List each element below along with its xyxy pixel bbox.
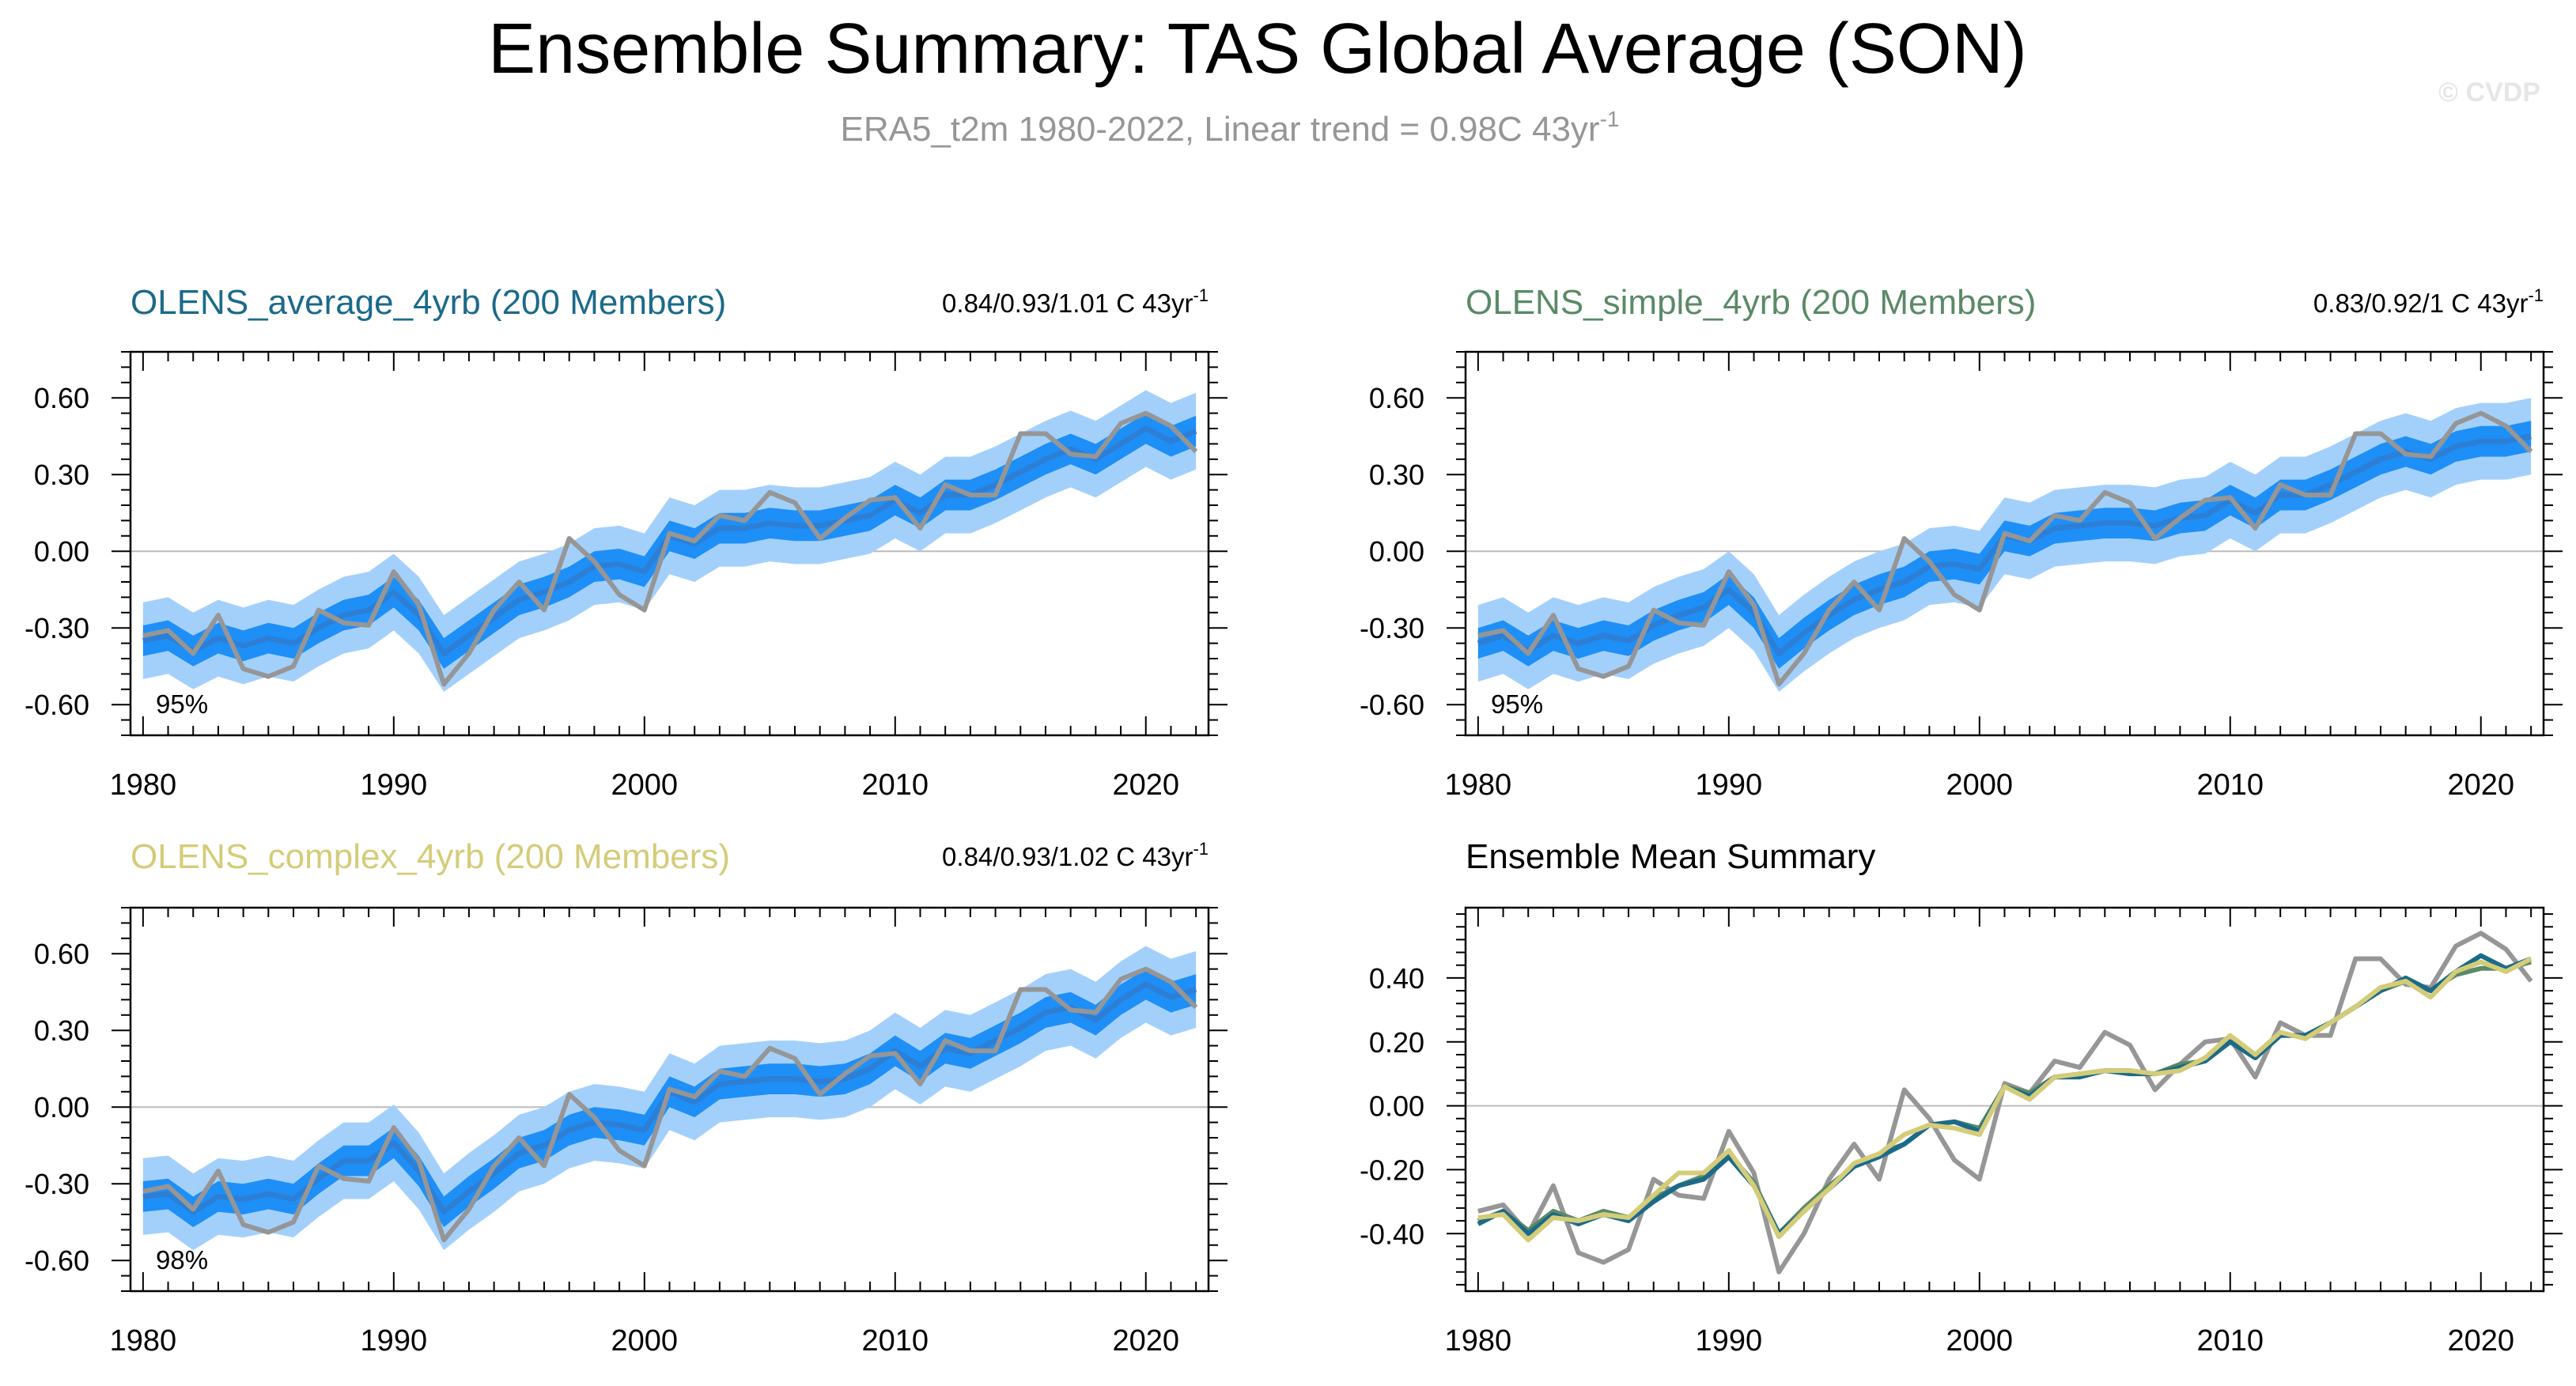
trend-value: 0.84/0.93/1.02 C 43yr — [942, 842, 1193, 871]
x-tick-label: 1980 — [1445, 1324, 1512, 1358]
x-tick-label: 1990 — [361, 769, 428, 802]
panel-title: OLENS_average_4yrb (200 Members) — [131, 283, 726, 322]
y-tick-label: -0.60 — [25, 689, 89, 721]
panel-olens-complex: 1980 1990 2000 2010 2020 -0.60 -0.30 0.00 0.30 0.… — [25, 837, 1227, 1358]
y-tick-label: 0.60 — [34, 938, 89, 970]
plot-area — [131, 390, 1209, 693]
x-tick-label: 2010 — [2197, 769, 2264, 802]
x-tick-label: 2000 — [1946, 1324, 2014, 1358]
trend-value: 0.83/0.92/1 C 43yr — [2313, 289, 2529, 318]
trend-sup: -1 — [1193, 285, 1209, 305]
trend-sup: -1 — [1193, 839, 1209, 859]
x-tick-label: 2000 — [611, 769, 679, 802]
y-tick-label: -0.20 — [1360, 1154, 1424, 1186]
y-tick-label: 0.00 — [34, 1091, 89, 1124]
y-tick-label: -0.30 — [25, 1168, 89, 1200]
x-tick-label: 2010 — [2197, 1324, 2264, 1358]
x-tick-label: 1990 — [361, 1324, 428, 1358]
y-tick-label: 0.30 — [1369, 459, 1424, 491]
panel-olens-simple: 1980 1990 2000 2010 2020 -0.60 -0.30 0.00 0.30 0.… — [1360, 283, 2563, 802]
x-tick-label: 1980 — [110, 769, 177, 802]
x-tick-label: 2010 — [862, 1324, 929, 1358]
trend-text: 0.83/0.92/1 C 43yr-1 — [2313, 285, 2544, 318]
panel-title: OLENS_complex_4yrb (200 Members) — [131, 837, 730, 876]
x-tick-label: 1980 — [1445, 769, 1512, 802]
inner-percentile-band — [142, 969, 1197, 1228]
percentile-label: 95% — [156, 689, 208, 719]
observed-line — [142, 410, 1198, 687]
trend-text: 0.84/0.93/1.01 C 43yr-1 — [942, 285, 1209, 318]
inner-percentile-band — [1477, 421, 2532, 669]
plot-area — [1466, 931, 2544, 1275]
y-tick-label: 0.30 — [34, 1014, 89, 1047]
observed-line — [142, 966, 1198, 1243]
y-tick-label: -0.30 — [1360, 612, 1424, 644]
panel-ensemble-mean-summary: 1980 1990 2000 2010 2020 -0.40 -0.20 0.00 0.20 0.… — [1360, 837, 2563, 1358]
trend-value: 0.84/0.93/1.01 C 43yr — [942, 289, 1193, 318]
x-tick-label: 1990 — [1696, 1324, 1763, 1358]
x-tick-label: 2020 — [1112, 769, 1179, 802]
y-tick-label: 0.60 — [34, 382, 89, 414]
series-line-0 — [1477, 931, 2533, 1275]
y-tick-label: -0.40 — [1360, 1218, 1424, 1250]
x-tick-label: 2010 — [862, 769, 929, 802]
observed-line — [1477, 410, 2533, 687]
trend-sup: -1 — [2528, 285, 2544, 305]
y-tick-label: 0.60 — [1369, 382, 1424, 414]
x-tick-label: 2020 — [2447, 1324, 2514, 1358]
y-tick-label: -0.30 — [25, 612, 89, 644]
panel-title: Ensemble Mean Summary — [1466, 837, 1875, 876]
x-tick-label: 1990 — [1696, 769, 1763, 802]
trend-text: 0.84/0.93/1.02 C 43yr-1 — [942, 839, 1209, 871]
main-title: Ensemble Summary: TAS Global Average (SO… — [488, 9, 2027, 89]
x-tick-label: 2020 — [1112, 1324, 1179, 1358]
subtitle-main: ERA5_t2m 1980-2022, Linear trend = 0.98C… — [841, 110, 1600, 149]
subtitle-sup: -1 — [1600, 107, 1620, 131]
series-line-3 — [1477, 956, 2532, 1243]
y-tick-label: -0.60 — [1360, 689, 1424, 721]
y-tick-label: 0.00 — [34, 535, 89, 568]
x-tick-label: 1980 — [110, 1324, 177, 1358]
percentile-label: 98% — [156, 1245, 208, 1275]
y-tick-label: 0.30 — [34, 459, 89, 491]
x-tick-label: 2020 — [2447, 769, 2514, 802]
plot-area — [131, 946, 1209, 1251]
x-tick-label: 2000 — [1946, 769, 2014, 802]
y-tick-label: 0.40 — [1369, 962, 1424, 995]
subtitle: ERA5_t2m 1980-2022, Linear trend = 0.98C… — [841, 107, 1620, 149]
y-tick-label: 0.00 — [1369, 1090, 1424, 1123]
y-tick-label: -0.60 — [25, 1244, 89, 1277]
y-tick-label: 0.00 — [1369, 535, 1424, 568]
x-tick-label: 2000 — [611, 1324, 679, 1358]
panel-title: OLENS_simple_4yrb (200 Members) — [1466, 283, 2036, 322]
panel-olens-average: 1980 1990 2000 2010 2020 -0.60 -0.30 0.00 0.30 0.… — [25, 283, 1227, 802]
plot-area — [1466, 398, 2544, 693]
percentile-label: 95% — [1491, 689, 1543, 719]
watermark: © CVDP — [2438, 77, 2540, 108]
y-tick-label: 0.20 — [1369, 1026, 1424, 1059]
